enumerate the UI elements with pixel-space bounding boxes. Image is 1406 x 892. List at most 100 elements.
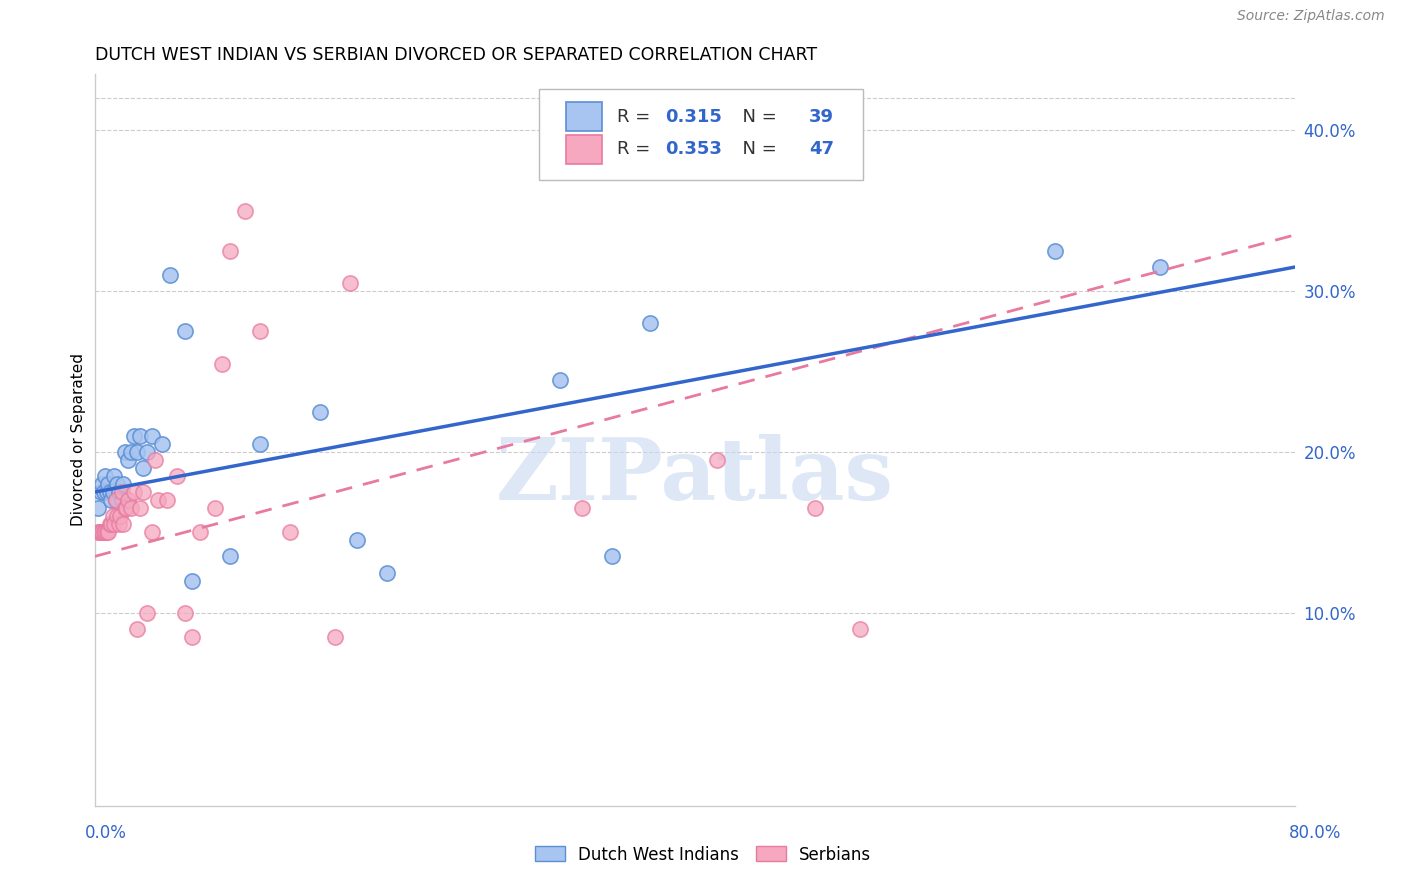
Point <box>103 517 125 532</box>
Point <box>114 501 136 516</box>
Point <box>93 485 115 500</box>
Point <box>136 445 159 459</box>
Point <box>278 525 301 540</box>
Point <box>141 429 163 443</box>
Point <box>90 485 112 500</box>
Point <box>120 501 142 516</box>
Point <box>105 477 128 491</box>
Point <box>110 493 132 508</box>
Point <box>103 469 125 483</box>
Text: R =: R = <box>617 108 655 126</box>
Point <box>233 203 256 218</box>
Point <box>114 445 136 459</box>
Point <box>128 429 150 443</box>
Point <box>128 501 150 516</box>
Point <box>117 453 139 467</box>
Point <box>122 429 145 443</box>
Y-axis label: Divorced or Separated: Divorced or Separated <box>72 353 86 526</box>
Point <box>1149 260 1171 274</box>
Point <box>323 630 346 644</box>
Point <box>571 501 593 516</box>
Point <box>249 324 271 338</box>
Point <box>638 316 661 330</box>
Text: 80.0%: 80.0% <box>1288 824 1341 842</box>
Point <box>375 566 398 580</box>
Point <box>97 477 120 491</box>
Point <box>308 405 330 419</box>
Point <box>87 525 110 540</box>
FancyBboxPatch shape <box>567 102 602 131</box>
Legend: Dutch West Indians, Serbians: Dutch West Indians, Serbians <box>529 839 877 871</box>
FancyBboxPatch shape <box>538 88 863 180</box>
Point <box>115 501 138 516</box>
Point <box>804 501 827 516</box>
Point <box>122 485 145 500</box>
Point <box>849 622 872 636</box>
Point <box>181 630 204 644</box>
Point <box>101 485 124 500</box>
Point <box>346 533 368 548</box>
Point <box>86 501 108 516</box>
Point <box>146 493 169 508</box>
Point <box>141 525 163 540</box>
Point <box>96 525 118 540</box>
Point <box>91 525 114 540</box>
Point <box>339 276 361 290</box>
Text: 0.0%: 0.0% <box>84 824 127 842</box>
Point <box>100 517 122 532</box>
Text: 0.315: 0.315 <box>665 108 721 126</box>
Point <box>204 501 226 516</box>
Point <box>159 268 181 282</box>
Text: 47: 47 <box>808 140 834 159</box>
Point <box>90 525 112 540</box>
Point <box>117 493 139 508</box>
Point <box>93 525 115 540</box>
Text: R =: R = <box>617 140 655 159</box>
Point <box>173 606 195 620</box>
Point <box>94 469 117 483</box>
Point <box>125 445 148 459</box>
Point <box>98 517 121 532</box>
Point <box>107 517 129 532</box>
Point <box>131 485 153 500</box>
Point <box>100 493 122 508</box>
Point <box>548 373 571 387</box>
Point <box>143 453 166 467</box>
Point <box>706 453 728 467</box>
Point <box>112 517 135 532</box>
Point <box>218 549 240 564</box>
Point <box>110 485 132 500</box>
Point <box>104 493 127 508</box>
Point <box>101 509 124 524</box>
Point <box>107 485 129 500</box>
Point <box>211 357 233 371</box>
Point <box>105 509 128 524</box>
Point <box>98 485 121 500</box>
Point <box>181 574 204 588</box>
Point <box>96 485 118 500</box>
Text: DUTCH WEST INDIAN VS SERBIAN DIVORCED OR SEPARATED CORRELATION CHART: DUTCH WEST INDIAN VS SERBIAN DIVORCED OR… <box>94 46 817 64</box>
Text: N =: N = <box>731 140 782 159</box>
Point <box>120 445 142 459</box>
Point <box>1043 244 1066 258</box>
Point <box>150 437 173 451</box>
Point <box>166 469 188 483</box>
Text: N =: N = <box>731 108 782 126</box>
Point <box>91 477 114 491</box>
Point <box>94 525 117 540</box>
Point <box>108 509 131 524</box>
Point <box>131 461 153 475</box>
Point <box>249 437 271 451</box>
Point <box>136 606 159 620</box>
Text: 39: 39 <box>808 108 834 126</box>
Point <box>112 477 135 491</box>
Point <box>104 493 127 508</box>
Text: ZIPatlas: ZIPatlas <box>496 434 894 518</box>
Point <box>97 525 120 540</box>
Point <box>218 244 240 258</box>
Point <box>155 493 177 508</box>
FancyBboxPatch shape <box>567 135 602 164</box>
Point <box>188 525 211 540</box>
Text: Source: ZipAtlas.com: Source: ZipAtlas.com <box>1237 9 1385 22</box>
Point <box>600 549 623 564</box>
